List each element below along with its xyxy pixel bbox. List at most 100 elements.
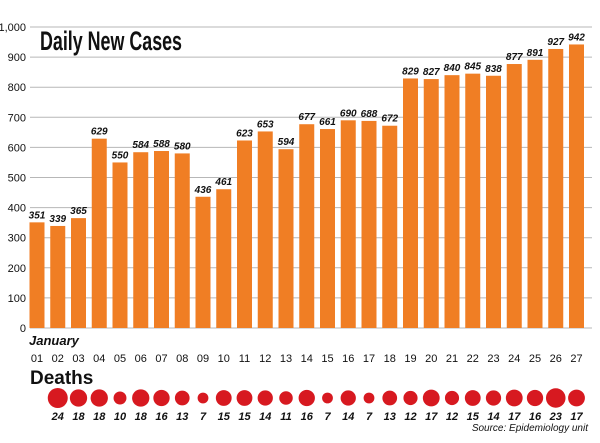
death-bubble	[47, 388, 68, 408]
bar	[423, 79, 439, 328]
x-tick-label: 03	[72, 353, 84, 365]
bar	[174, 153, 190, 328]
bar	[133, 152, 149, 328]
bar	[299, 124, 315, 329]
x-tick-label: 12	[259, 353, 271, 365]
x-tick-label: 11	[239, 353, 250, 365]
death-value-label: 14	[342, 411, 354, 423]
death-value-label: 18	[135, 411, 148, 423]
x-tick-label: 26	[550, 353, 562, 365]
bar-value-label: 629	[91, 127, 108, 138]
x-tick-label: 06	[135, 353, 147, 365]
death-bubble	[464, 390, 481, 406]
deaths-row: 24 18 18 10 18 16 13 7 15 15 14 11 16 7 14 7 13 12 17 12 15 1…	[47, 388, 585, 423]
death-value-label: 16	[529, 411, 542, 423]
death-bubble	[174, 390, 190, 406]
death-bubble	[298, 389, 315, 407]
death-value-label: 17	[425, 411, 438, 423]
y-tick-label: 800	[8, 82, 26, 94]
bar-value-label: 891	[527, 48, 544, 59]
bar	[216, 189, 232, 328]
death-value-label: 14	[259, 411, 271, 423]
bar-value-label: 339	[49, 214, 66, 225]
death-value-label: 15	[238, 411, 251, 423]
bar-value-label: 838	[485, 64, 502, 75]
bar	[320, 129, 335, 328]
bar-value-label: 840	[444, 63, 461, 74]
y-tick-label: 1,000	[0, 22, 26, 34]
death-bubble	[444, 390, 460, 406]
death-bubble	[113, 391, 127, 405]
x-tick-label: 02	[52, 353, 64, 365]
death-value-label: 17	[508, 411, 521, 423]
death-bubble	[505, 389, 523, 407]
death-value-label: 12	[446, 411, 458, 423]
death-value-label: 15	[218, 411, 231, 423]
death-bubble	[526, 389, 544, 407]
bar	[465, 73, 481, 328]
x-tick-label: 09	[197, 353, 209, 365]
bar	[237, 140, 252, 328]
death-value-label: 17	[570, 411, 583, 423]
death-value-label: 24	[51, 411, 64, 423]
death-bubble	[132, 389, 150, 407]
death-bubble	[340, 390, 356, 406]
y-tick-label: 700	[8, 112, 26, 124]
bar	[548, 48, 564, 329]
y-tick-label: 200	[8, 263, 26, 275]
x-tick-label: 13	[280, 353, 292, 365]
bar-value-label: 623	[236, 128, 253, 139]
death-value-label: 7	[324, 411, 331, 423]
death-value-label: 13	[176, 411, 188, 423]
death-bubble	[568, 389, 585, 407]
death-value-label: 13	[384, 411, 396, 423]
x-tick-label: 17	[363, 353, 375, 365]
bar	[340, 120, 356, 328]
bar	[569, 44, 584, 328]
bar-value-label: 927	[547, 37, 564, 48]
bar-value-label: 365	[70, 206, 87, 217]
bar	[91, 138, 107, 328]
death-value-label: 11	[280, 411, 291, 423]
death-value-label: 7	[366, 411, 373, 423]
death-value-label: 18	[72, 411, 85, 423]
bar	[29, 222, 45, 328]
x-tick-label: 21	[446, 353, 458, 365]
bar-value-label: 672	[381, 114, 398, 125]
bar-value-label: 550	[112, 150, 129, 161]
death-value-label: 16	[155, 411, 168, 423]
death-bubble	[363, 392, 375, 404]
bar	[403, 78, 418, 328]
chart-title: Daily New Cases	[40, 26, 182, 56]
source-note: Source: Epidemiology unit	[472, 423, 589, 434]
bar	[382, 125, 398, 328]
x-group-label: January	[29, 333, 80, 348]
death-value-label: 15	[467, 411, 480, 423]
bar	[257, 131, 273, 328]
death-value-label: 23	[549, 411, 562, 423]
x-tick-label: 20	[425, 353, 437, 365]
death-bubble	[382, 390, 398, 406]
bar-value-label: 827	[423, 67, 440, 78]
x-tick-label: 16	[342, 353, 354, 365]
bar-value-label: 942	[568, 32, 585, 43]
death-value-label: 16	[301, 411, 314, 423]
bar	[50, 225, 66, 328]
x-tick-label: 04	[93, 353, 105, 365]
x-axis-ticks: 01 02 03 04 05 06 07 08 09 10 11 12 13 14 15 16 17 18 19 20…	[31, 353, 583, 365]
bar-value-label: 584	[132, 140, 149, 151]
bar-value-label: 677	[298, 112, 315, 123]
x-tick-label: 01	[31, 353, 43, 365]
bar	[112, 162, 128, 328]
bar-value-label: 829	[402, 66, 419, 77]
x-tick-label: 22	[467, 353, 479, 365]
x-tick-label: 05	[114, 353, 126, 365]
bar	[195, 196, 211, 328]
bar	[527, 59, 543, 329]
death-value-label: 14	[487, 411, 499, 423]
x-tick-label: 19	[404, 353, 416, 365]
death-value-label: 10	[114, 411, 127, 423]
